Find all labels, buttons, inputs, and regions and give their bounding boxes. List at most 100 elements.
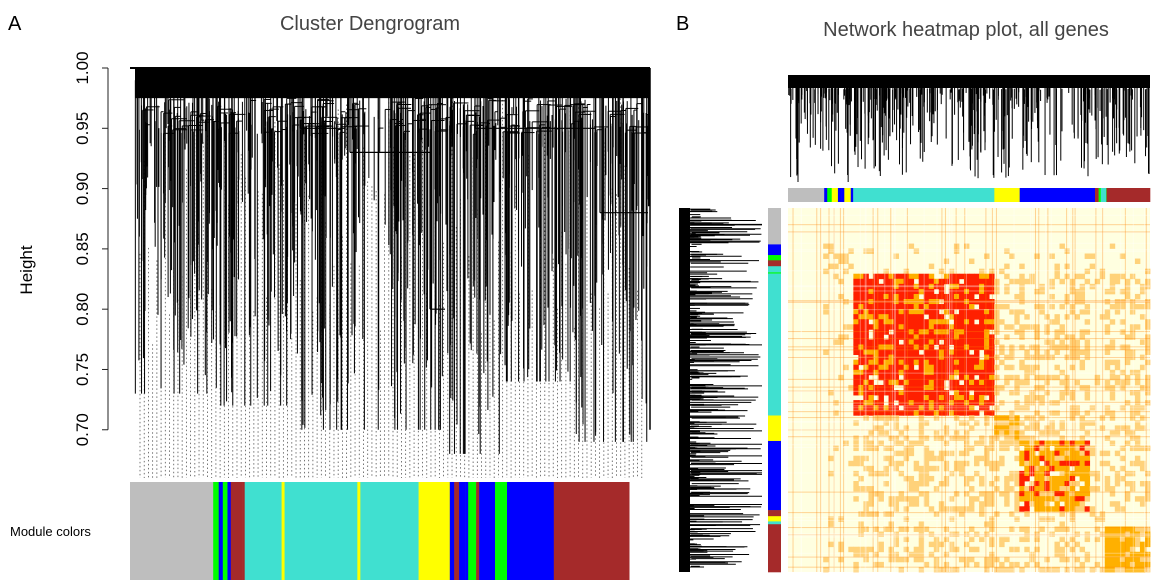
heatmap-cell: [1079, 496, 1086, 502]
heatmap-stripe: [788, 535, 1150, 537]
heatmap-cell: [1064, 481, 1070, 487]
heatmap-cell: [1029, 369, 1035, 376]
heatmap-cell: [1079, 486, 1086, 492]
heatmap-cell: [1139, 304, 1146, 310]
heatmap-cell: [1134, 425, 1141, 431]
heatmap-cell: [903, 450, 910, 457]
heatmap-cell: [873, 319, 879, 325]
heatmap-cell: [913, 349, 920, 356]
heatmap-stripe: [839, 208, 841, 572]
heatmap-cell: [1049, 440, 1055, 447]
module-segment: [247, 482, 256, 580]
heatmap-stripe: [788, 527, 1150, 529]
heatmap-cell: [1084, 319, 1091, 325]
heatmap-cell: [928, 379, 935, 386]
heatmap-cell: [984, 293, 990, 300]
heatmap-cell: [883, 481, 889, 487]
heatmap-cell: [963, 319, 970, 325]
heatmap-stripe: [820, 208, 822, 572]
heatmap-cell: [969, 496, 975, 502]
heatmap-stripe: [1038, 208, 1040, 572]
heatmap-cell: [873, 359, 879, 366]
heatmap-cell: [893, 536, 900, 543]
heatmap-cell: [848, 324, 854, 330]
heatmap-cell: [1089, 263, 1096, 270]
heatmap-cell: [1104, 314, 1111, 320]
heatmap-cell: [913, 496, 920, 502]
heatmap-cell: [1009, 486, 1015, 492]
heatmap-cell: [979, 491, 985, 497]
heatmap-cell: [1124, 440, 1131, 447]
heatmap-cell: [858, 293, 864, 300]
heatmap-cell: [963, 288, 970, 295]
heatmap-cell: [1009, 440, 1015, 447]
heatmap-cell: [893, 415, 900, 421]
module-color-bar-b-left: [768, 208, 781, 573]
heatmap-stripe: [788, 300, 1150, 302]
heatmap-stripe: [788, 517, 1150, 519]
heatmap-cell: [888, 293, 894, 300]
heatmap-cell: [969, 379, 975, 386]
heatmap-cell: [979, 359, 985, 366]
heatmap-cell: [948, 405, 955, 411]
heatmap-cell: [878, 283, 884, 290]
heatmap-cell: [1064, 501, 1070, 507]
heatmap-cell: [1044, 516, 1050, 522]
heatmap-cell: [1119, 546, 1126, 553]
heatmap-cell: [1049, 410, 1055, 416]
heatmap-cell: [928, 339, 935, 345]
module-segment: [768, 244, 781, 250]
heatmap-cell: [863, 359, 869, 366]
heatmap-cell: [923, 304, 930, 310]
heatmap-cell: [893, 369, 900, 376]
heatmap-cell: [878, 561, 884, 568]
heatmap-cell: [1044, 445, 1050, 452]
heatmap-cell: [984, 420, 990, 426]
heatmap-cell: [883, 344, 889, 350]
heatmap-cell: [1034, 410, 1040, 416]
heatmap-cell: [863, 455, 869, 462]
heatmap-stripe: [948, 208, 950, 572]
heatmap-cell: [953, 379, 960, 386]
heatmap-cell: [918, 344, 925, 350]
heatmap-cell: [948, 374, 955, 381]
heatmap-cell: [928, 390, 935, 396]
heatmap-cell: [1079, 566, 1086, 573]
heatmap-cell: [893, 496, 900, 502]
heatmap-cell: [1099, 531, 1106, 538]
heatmap-cell: [903, 278, 910, 285]
heatmap-cell: [1094, 379, 1101, 386]
heatmap-cell: [974, 273, 980, 280]
heatmap-cell: [933, 405, 940, 411]
heatmap-cell: [918, 304, 925, 310]
heatmap-cell: [863, 551, 869, 558]
heatmap-cell: [943, 551, 950, 558]
heatmap-cell: [963, 349, 970, 356]
heatmap-cell: [1034, 304, 1040, 310]
heatmap-cell: [999, 541, 1005, 548]
heatmap-stripe: [788, 346, 1150, 348]
heatmap-cell: [1029, 420, 1035, 426]
heatmap-cell: [963, 334, 970, 340]
heatmap-cell: [963, 460, 970, 467]
heatmap-cell: [1104, 481, 1111, 487]
heatmap-cell: [989, 390, 995, 396]
heatmap-cell: [868, 546, 874, 553]
module-segment: [768, 516, 781, 522]
heatmap-cell: [989, 445, 995, 452]
heatmap-cell: [1044, 465, 1050, 472]
heatmap-cell: [1144, 359, 1151, 366]
heatmap-cell: [858, 324, 864, 330]
heatmap-cell: [908, 354, 915, 361]
branch-mass: [500, 68, 575, 99]
heatmap-stripe: [843, 208, 845, 572]
module-colors-label: Module colors: [10, 524, 91, 539]
heatmap-cell: [1039, 440, 1045, 447]
heatmap-cell: [1129, 334, 1136, 340]
heatmap-cell: [1009, 324, 1015, 330]
heatmap-cell: [984, 561, 990, 568]
heatmap-cell: [1019, 364, 1025, 371]
heatmap-cell: [1059, 536, 1065, 543]
heatmap-cell: [903, 288, 910, 295]
heatmap-cell: [883, 304, 889, 310]
